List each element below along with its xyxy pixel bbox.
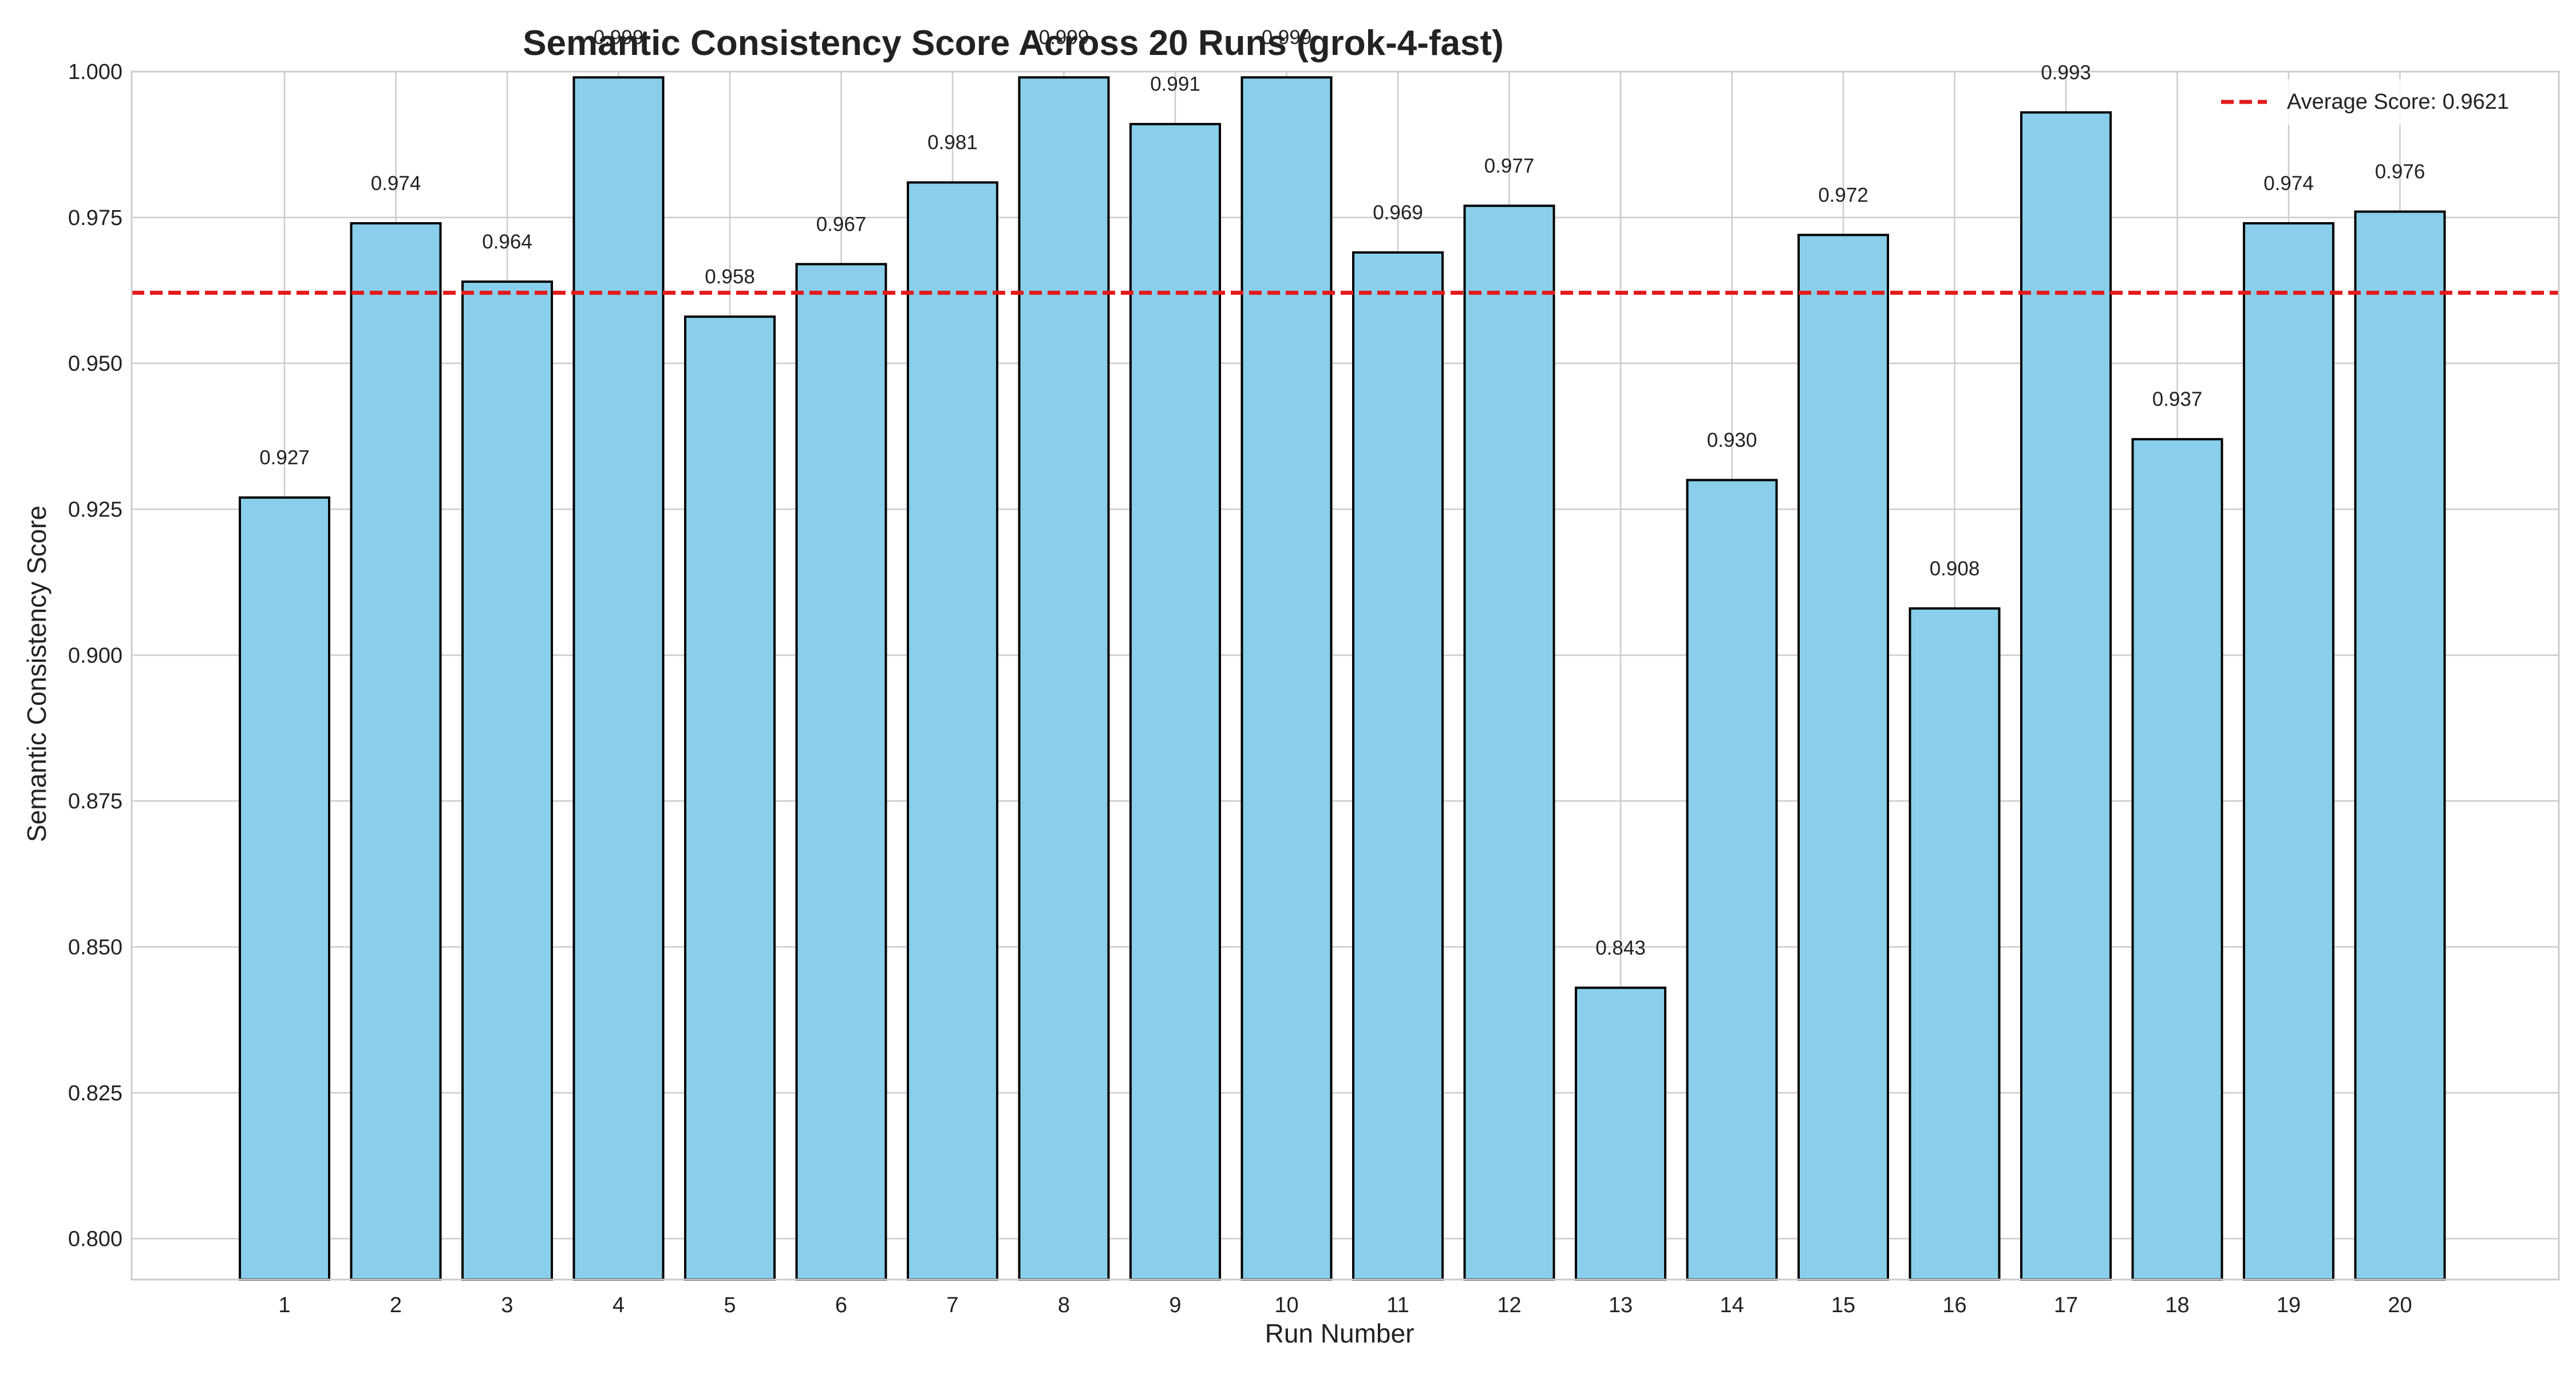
bar-run-17 — [2020, 111, 2112, 1281]
bar-run-19 — [2243, 222, 2334, 1281]
bar-run-18 — [2131, 438, 2223, 1281]
bar-run-6 — [795, 263, 887, 1281]
data-label-run-3: 0.964 — [482, 231, 532, 253]
x-tick-label: 6 — [835, 1293, 847, 1317]
data-label-run-1: 0.927 — [259, 447, 310, 469]
x-tick-label: 1 — [278, 1293, 290, 1317]
data-label-run-19: 0.974 — [2263, 172, 2314, 195]
y-tick-label: 0.875 — [68, 789, 123, 814]
y-tick-label: 0.825 — [68, 1081, 123, 1105]
data-label-run-9: 0.991 — [1150, 73, 1200, 96]
x-tick-label: 2 — [390, 1293, 402, 1317]
y-tick-label: 0.900 — [68, 643, 123, 668]
legend: Average Score: 0.9621 — [2204, 79, 2547, 125]
data-label-run-12: 0.977 — [1484, 155, 1535, 177]
bar-run-16 — [1909, 607, 2001, 1281]
bar-run-8 — [1018, 76, 1110, 1281]
data-label-run-8: 0.999 — [1039, 26, 1089, 49]
data-label-run-2: 0.974 — [371, 172, 421, 195]
bar-run-2 — [350, 222, 442, 1281]
bar-run-3 — [461, 280, 553, 1281]
data-label-run-15: 0.972 — [1818, 184, 1868, 206]
x-tick-label: 10 — [1274, 1293, 1298, 1317]
bar-run-13 — [1575, 986, 1666, 1281]
bar-run-11 — [1352, 251, 1444, 1281]
x-tick-label: 8 — [1058, 1293, 1070, 1317]
x-tick-label: 13 — [1609, 1293, 1633, 1317]
y-tick-label: 0.850 — [68, 935, 123, 960]
bar-run-9 — [1129, 123, 1221, 1281]
y-tick-label: 0.975 — [68, 206, 123, 230]
data-label-run-20: 0.976 — [2375, 161, 2425, 183]
bars — [239, 76, 2446, 1281]
bar-run-1 — [239, 496, 330, 1281]
bar-run-7 — [907, 181, 998, 1281]
chart-title: Semantic Consistency Score Across 20 Run… — [523, 23, 1504, 63]
bar-run-14 — [1686, 479, 1778, 1281]
bar-run-4 — [572, 76, 665, 1281]
tick-labels: 0.800 0.825 0.850 0.875 0.900 0.925 0.950 0.975… — [68, 60, 2412, 1317]
bar-run-20 — [2354, 210, 2446, 1281]
y-tick-label: 0.925 — [68, 498, 123, 522]
data-label-run-10: 0.999 — [1262, 26, 1312, 49]
x-tick-label: 12 — [1497, 1293, 1521, 1317]
x-tick-label: 11 — [1386, 1293, 1409, 1317]
y-tick-label: 1.000 — [68, 60, 123, 84]
data-label-run-13: 0.843 — [1595, 937, 1646, 959]
data-label-run-4: 0.999 — [594, 26, 644, 49]
x-tick-label: 4 — [613, 1293, 625, 1317]
x-tick-label: 16 — [1942, 1293, 1966, 1317]
x-tick-label: 9 — [1169, 1293, 1181, 1317]
data-label-run-14: 0.930 — [1707, 429, 1757, 452]
data-label-run-6: 0.967 — [816, 213, 867, 235]
x-tick-label: 7 — [946, 1293, 958, 1317]
y-tick-label: 0.800 — [68, 1227, 123, 1251]
data-label-run-16: 0.908 — [1930, 558, 1980, 580]
data-label-run-5: 0.958 — [705, 266, 755, 288]
x-tick-label: 19 — [2277, 1293, 2301, 1317]
data-label-run-17: 0.993 — [2041, 61, 2091, 84]
data-label-run-11: 0.969 — [1373, 202, 1423, 224]
data-label-run-7: 0.981 — [927, 132, 978, 154]
x-tick-label: 17 — [2054, 1293, 2078, 1317]
x-tick-label: 3 — [501, 1293, 513, 1317]
x-axis-label: Run Number — [1265, 1318, 1415, 1348]
bar-run-5 — [684, 315, 776, 1281]
legend-average-label: Average Score: 0.9621 — [2287, 90, 2509, 114]
x-tick-label: 5 — [724, 1293, 736, 1317]
x-tick-label: 20 — [2388, 1293, 2412, 1317]
plot-frame — [131, 70, 2560, 1281]
bar-run-15 — [1797, 234, 1889, 1281]
data-label-run-18: 0.937 — [2152, 388, 2203, 410]
x-tick-label: 15 — [1831, 1293, 1855, 1317]
bar-run-12 — [1463, 204, 1555, 1281]
data-labels: 0.927 0.974 0.964 0.999 0.958 0.967 0.981 0.999… — [259, 26, 2425, 959]
y-axis-label: Semantic Consistency Score — [22, 506, 52, 842]
bar-run-10 — [1240, 76, 1333, 1281]
y-tick-label: 0.950 — [68, 352, 123, 376]
axes-frame — [131, 70, 2560, 1281]
x-tick-label: 14 — [1720, 1293, 1744, 1317]
x-tick-label: 18 — [2165, 1293, 2189, 1317]
